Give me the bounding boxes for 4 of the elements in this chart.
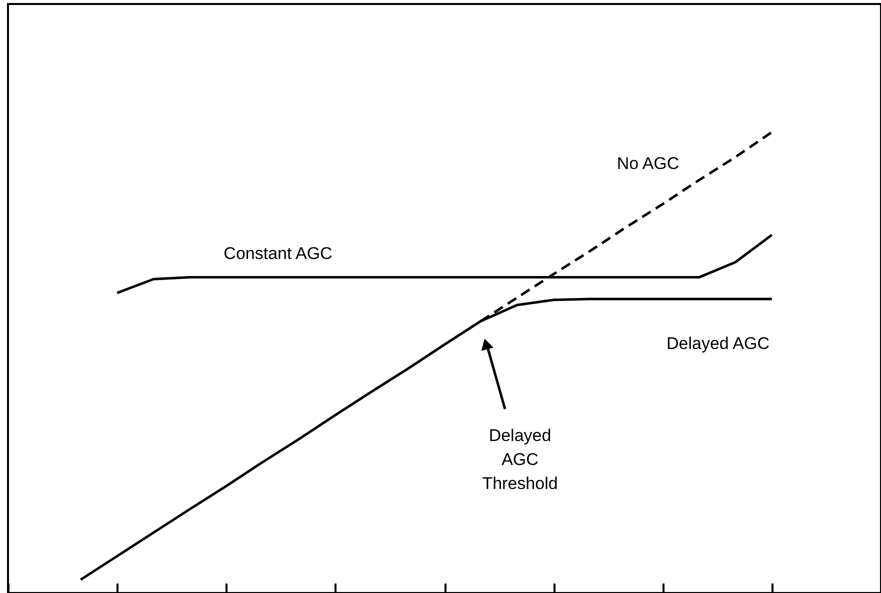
series-label: Constant AGC <box>224 244 332 263</box>
series-label: No AGC <box>616 154 680 173</box>
text: Delayed AGC <box>666 334 770 353</box>
annotation: Delayed AGC Threshold <box>482 426 558 493</box>
